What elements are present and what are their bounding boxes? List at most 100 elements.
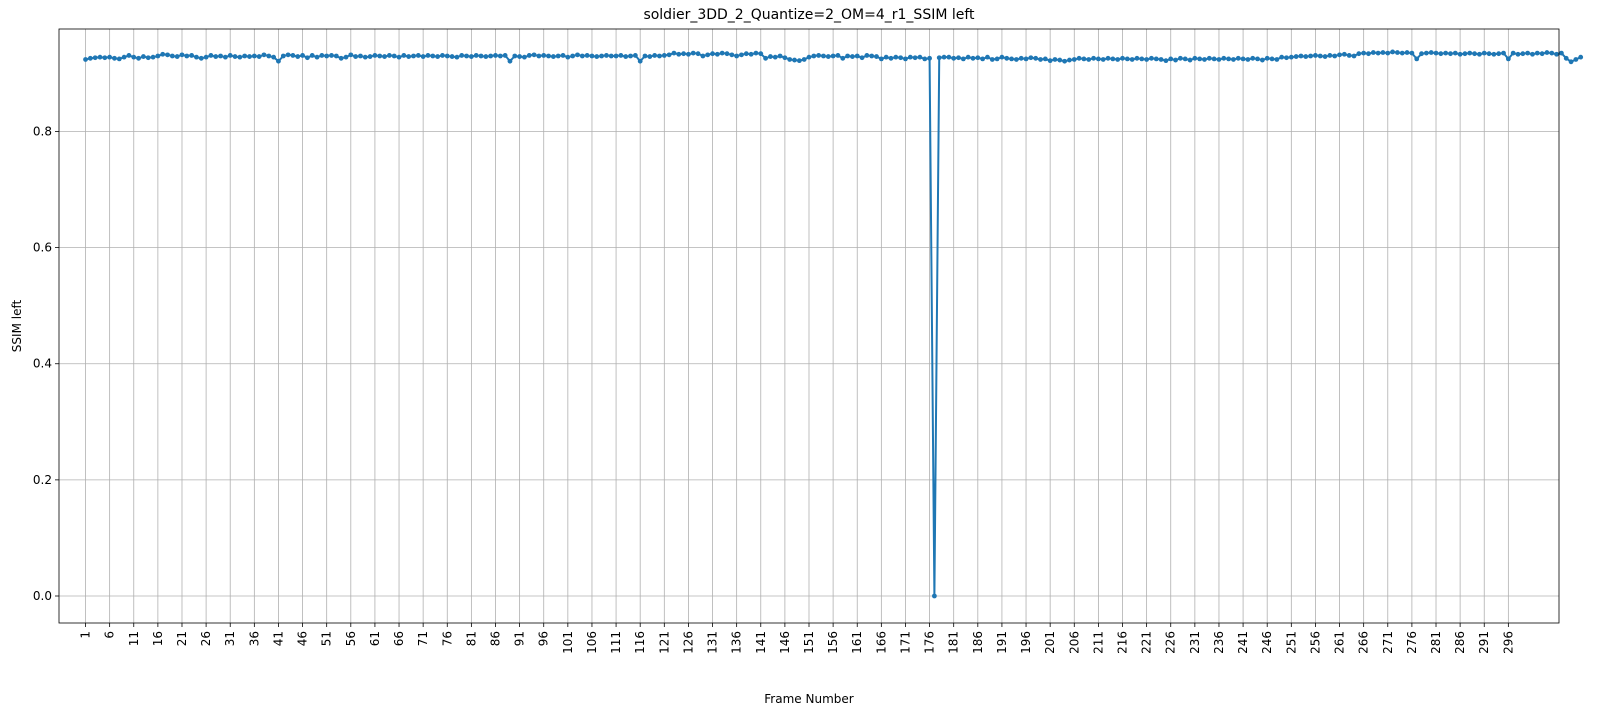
data-point [960,56,966,62]
data-point [1192,55,1198,61]
data-point [1095,56,1101,62]
data-point [1327,53,1333,58]
data-point [1308,53,1314,59]
data-point [652,53,658,58]
x-tick-label: 291 [1477,631,1491,654]
data-point [536,53,542,59]
x-tick-label: 116 [633,631,647,654]
data-point [401,53,407,58]
data-point [141,54,146,59]
data-point [1255,56,1260,62]
data-point [1110,56,1116,62]
data-point [1438,51,1444,57]
data-point [411,53,416,59]
data-point [1568,59,1574,65]
data-point [623,54,629,59]
data-point [714,51,720,57]
data-point [1231,57,1236,62]
data-point [1452,50,1458,56]
x-tick-label: 36 [247,631,261,646]
data-point [1038,57,1043,62]
data-point [710,51,715,57]
data-point [1086,57,1092,62]
data-point [1462,51,1468,57]
x-tick-label: 131 [706,631,720,654]
y-tick-label: 0.4 [33,357,52,371]
data-point [1293,54,1299,59]
data-point [406,54,412,59]
data-point [1520,51,1526,57]
x-tick-label: 151 [802,631,816,654]
data-point [965,54,971,60]
data-point [604,53,609,58]
data-point [372,53,378,58]
data-point [1023,56,1029,62]
data-point [1202,57,1207,62]
data-point [1390,49,1395,55]
data-point [758,51,764,57]
data-point [1197,56,1203,62]
data-point [1076,55,1082,61]
x-tick-label: 241 [1236,631,1250,654]
data-point [1177,55,1183,61]
y-tick-label: 0.2 [33,473,52,487]
data-point [1496,51,1502,57]
data-point [763,55,768,61]
data-point [555,53,561,59]
data-point [657,53,662,59]
data-point [276,58,281,64]
data-point [1361,50,1367,56]
data-point [107,54,113,60]
data-point [382,54,387,59]
data-point [1481,50,1487,56]
y-tick-label: 0.8 [33,124,52,138]
data-point [560,53,566,58]
data-point [449,54,455,59]
data-point [1163,58,1169,64]
data-point [526,53,532,58]
data-point [811,53,817,59]
x-tick-label: 126 [681,631,695,654]
data-point [816,53,822,58]
data-point [686,51,691,57]
data-point [1515,51,1521,57]
data-point [681,51,686,57]
data-point [97,54,103,60]
grid-lines [59,29,1559,623]
data-point [1505,56,1511,62]
y-tick-label: 0.0 [33,589,52,603]
data-point [1414,56,1420,62]
data-point [874,54,879,59]
data-point [145,55,151,61]
data-point [1341,51,1347,57]
x-tick-label: 146 [778,631,792,654]
x-tick-label: 221 [1140,631,1154,654]
data-point [391,53,397,59]
data-point [1221,55,1227,61]
data-point [859,55,865,61]
data-point [806,54,812,60]
data-point [608,53,614,59]
data-point [251,53,257,59]
data-point [898,55,904,61]
x-tick-label: 191 [995,631,1009,654]
data-point [912,55,918,61]
data-point [922,56,928,62]
data-point [661,53,667,58]
data-point [854,53,860,59]
data-point [290,53,296,58]
x-tick-label: 156 [826,631,840,654]
data-point [1057,57,1063,63]
data-point [1457,51,1463,57]
data-point [1158,57,1164,62]
data-point [1018,55,1024,61]
x-tick-label: 181 [947,631,961,654]
data-point [189,53,195,58]
data-point [1115,57,1121,62]
data-point [1303,54,1309,59]
data-point [83,57,88,62]
x-tick-label: 161 [850,631,864,654]
data-point [1539,51,1545,57]
data-point [864,53,870,58]
